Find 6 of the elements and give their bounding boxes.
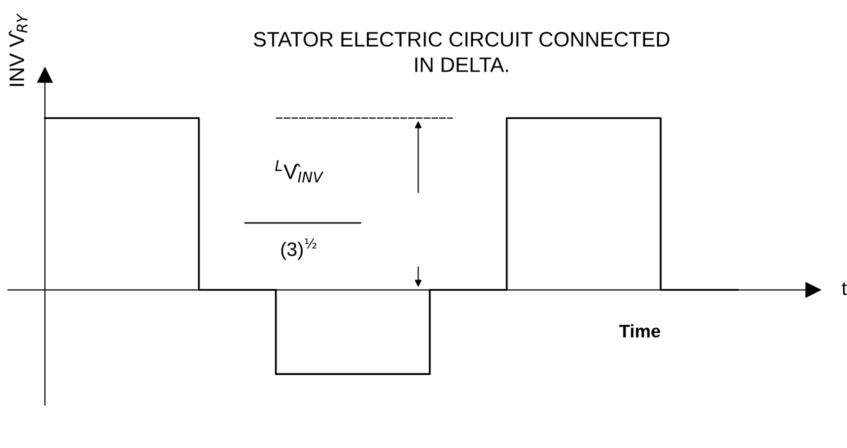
annotation: (3)$^{½}$ bbox=[281, 238, 316, 260]
x-axis-title: Time bbox=[619, 324, 660, 338]
text: t bbox=[842, 282, 847, 296]
chart-title: STATOR ELECTRIC CIRCUIT CONNECTED IN DELTA. bbox=[254, 32, 670, 72]
y-axis-title: INV V̂$_{RY}$ bbox=[8, 13, 28, 86]
annotation: $^{L}$V̂$_{INV}$ bbox=[275, 160, 324, 182]
